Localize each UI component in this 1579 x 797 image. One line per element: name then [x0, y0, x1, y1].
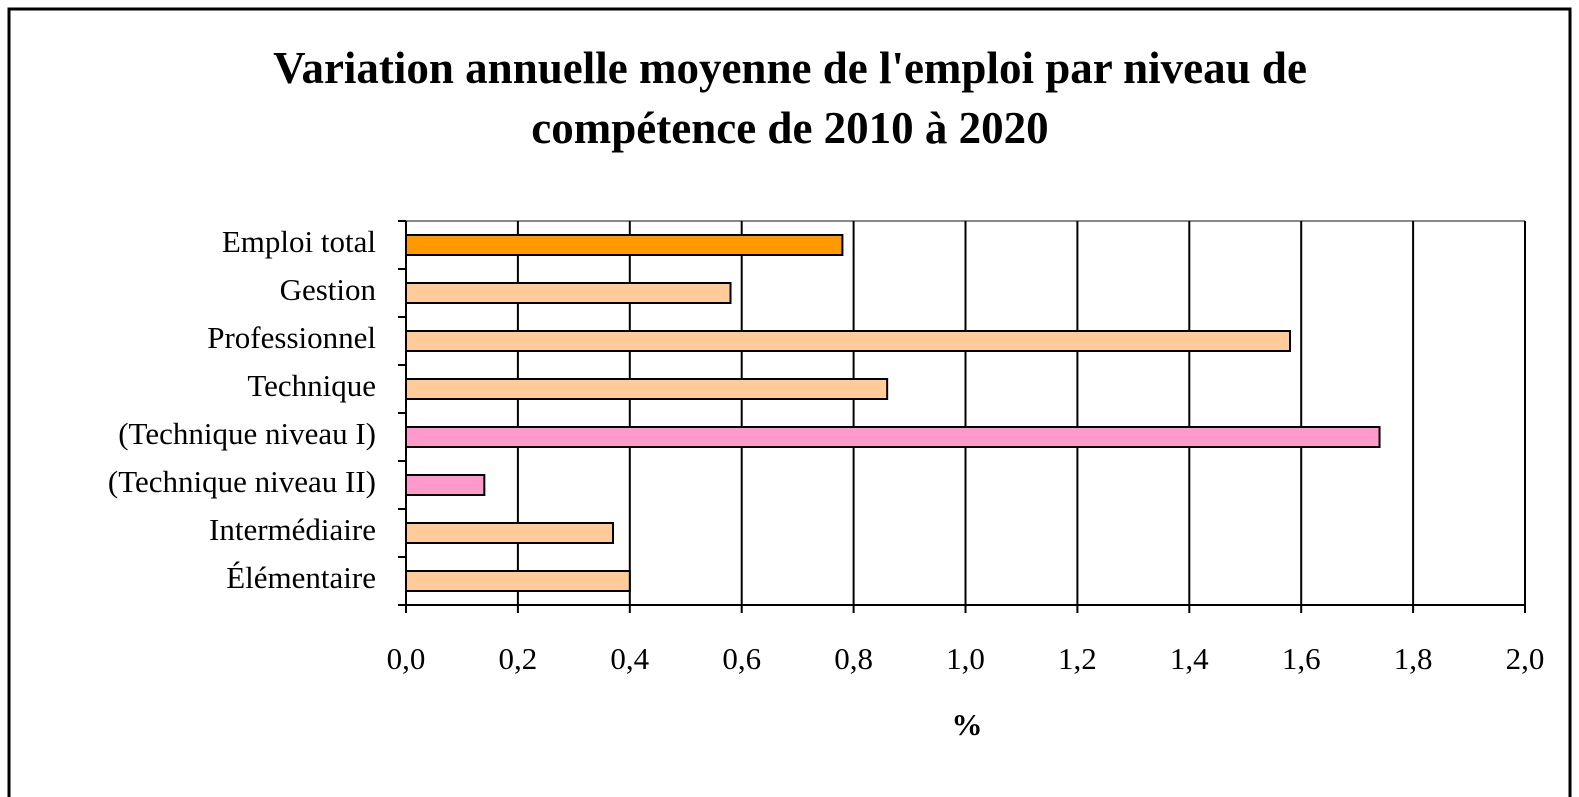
y-tick-label: Technique	[247, 368, 376, 403]
x-tick-label: 1,2	[1058, 641, 1097, 676]
bar	[405, 522, 615, 544]
bar	[405, 378, 889, 400]
bar	[405, 426, 1381, 448]
y-tick-label: (Technique niveau I)	[118, 416, 376, 451]
x-tick-label: 1,6	[1282, 641, 1321, 676]
x-axis-label: %	[952, 707, 983, 742]
x-tick-label: 0,6	[722, 641, 761, 676]
x-tick-label: 1,0	[946, 641, 985, 676]
bar	[405, 234, 844, 256]
x-tick-label: 0,4	[610, 641, 649, 676]
y-tick-label: (Technique niveau II)	[108, 464, 376, 499]
x-tick-label: 0,0	[387, 641, 426, 676]
x-tick-label: 0,2	[499, 641, 538, 676]
frame	[7, 7, 1572, 797]
x-tick-label: 1,8	[1394, 641, 1433, 676]
y-tick-label: Élémentaire	[226, 560, 376, 595]
bar	[405, 282, 732, 304]
y-tick-label: Emploi total	[222, 224, 376, 259]
y-tick-label: Professionnel	[207, 320, 376, 355]
chart-title: Variation annuelle moyenne de l'emploi p…	[273, 43, 1307, 153]
x-tick-label: 0,8	[834, 641, 873, 676]
bar	[405, 330, 1292, 352]
x-tick-label: 2,0	[1506, 641, 1545, 676]
bar	[405, 570, 631, 592]
bar	[405, 474, 486, 496]
y-tick-label: Intermédiaire	[209, 512, 376, 547]
y-tick-label: Gestion	[280, 272, 377, 307]
x-tick-label: 1,4	[1170, 641, 1209, 676]
